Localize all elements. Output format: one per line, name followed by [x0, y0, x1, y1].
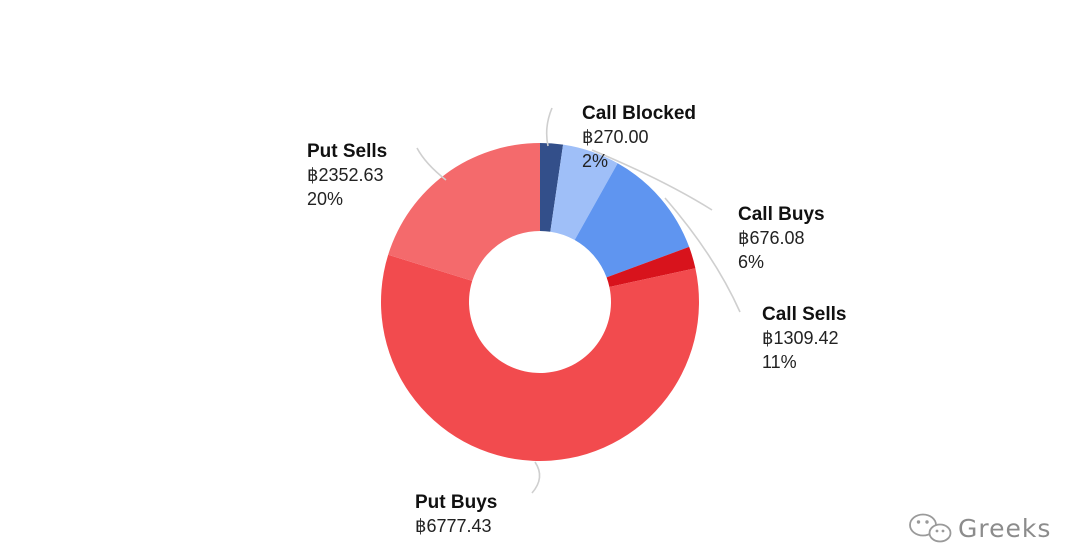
donut-slice-call-sells[interactable] — [574, 163, 690, 278]
slice-label-put-sells: Put Sells ฿2352.63 20% — [307, 141, 387, 209]
slice-name-call-sells: Call Sells — [762, 304, 847, 325]
slice-label-call-blocked: Call Blocked ฿270.00 2% — [582, 103, 696, 171]
slice-value-label-call-buys: ฿676.08 — [738, 228, 805, 248]
slice-percent-label-call-buys: 6% — [738, 252, 764, 272]
wechat-icon — [909, 513, 952, 543]
donut-slice-call-blocked[interactable] — [540, 143, 564, 232]
leader-lines — [416, 107, 741, 494]
slice-name-put-sells: Put Sells — [307, 141, 387, 162]
leader-line-call-blocked — [545, 107, 553, 147]
slice-name-put-buys: Put Buys — [415, 492, 497, 513]
slice-name-call-blocked: Call Blocked — [582, 103, 696, 124]
slice-label-call-sells: Call Sells ฿1309.42 11% — [762, 304, 847, 372]
leader-line-call-sells — [664, 197, 741, 313]
slice-value-label-put-buys: ฿6777.43 — [415, 516, 492, 536]
donut-slice-put-buys[interactable] — [381, 254, 700, 461]
leader-line-call-buys — [591, 149, 713, 211]
slice-percent-label-put-sells: 20% — [307, 189, 343, 209]
slice-value-label-call-blocked: ฿270.00 — [582, 127, 649, 147]
slice-value-label-put-sells: ฿2352.63 — [307, 165, 384, 185]
slice-value-label-call-sells: ฿1309.42 — [762, 328, 839, 348]
donut-slice-put-sells[interactable] — [388, 143, 540, 281]
slice-name-call-buys: Call Buys — [738, 204, 825, 225]
slices-layer — [381, 143, 700, 461]
donut-slice-call-buys[interactable] — [550, 144, 618, 241]
donut-slice-unlabeled-3[interactable] — [606, 246, 696, 287]
slice-percent-label-call-sells: 11% — [762, 352, 797, 372]
watermark-text: Greeks — [958, 514, 1051, 543]
slice-labels: Call Blocked฿270.002%Call Buys฿676.086%C… — [307, 103, 847, 536]
leader-line-put-buys — [531, 461, 541, 494]
slice-label-put-buys: Put Buys ฿6777.43 — [415, 492, 497, 536]
slice-label-call-buys: Call Buys ฿676.08 6% — [738, 204, 825, 272]
watermark: Greeks — [909, 513, 1051, 543]
leader-line-put-sells — [416, 147, 447, 181]
slice-percent-label-call-blocked: 2% — [582, 151, 608, 171]
